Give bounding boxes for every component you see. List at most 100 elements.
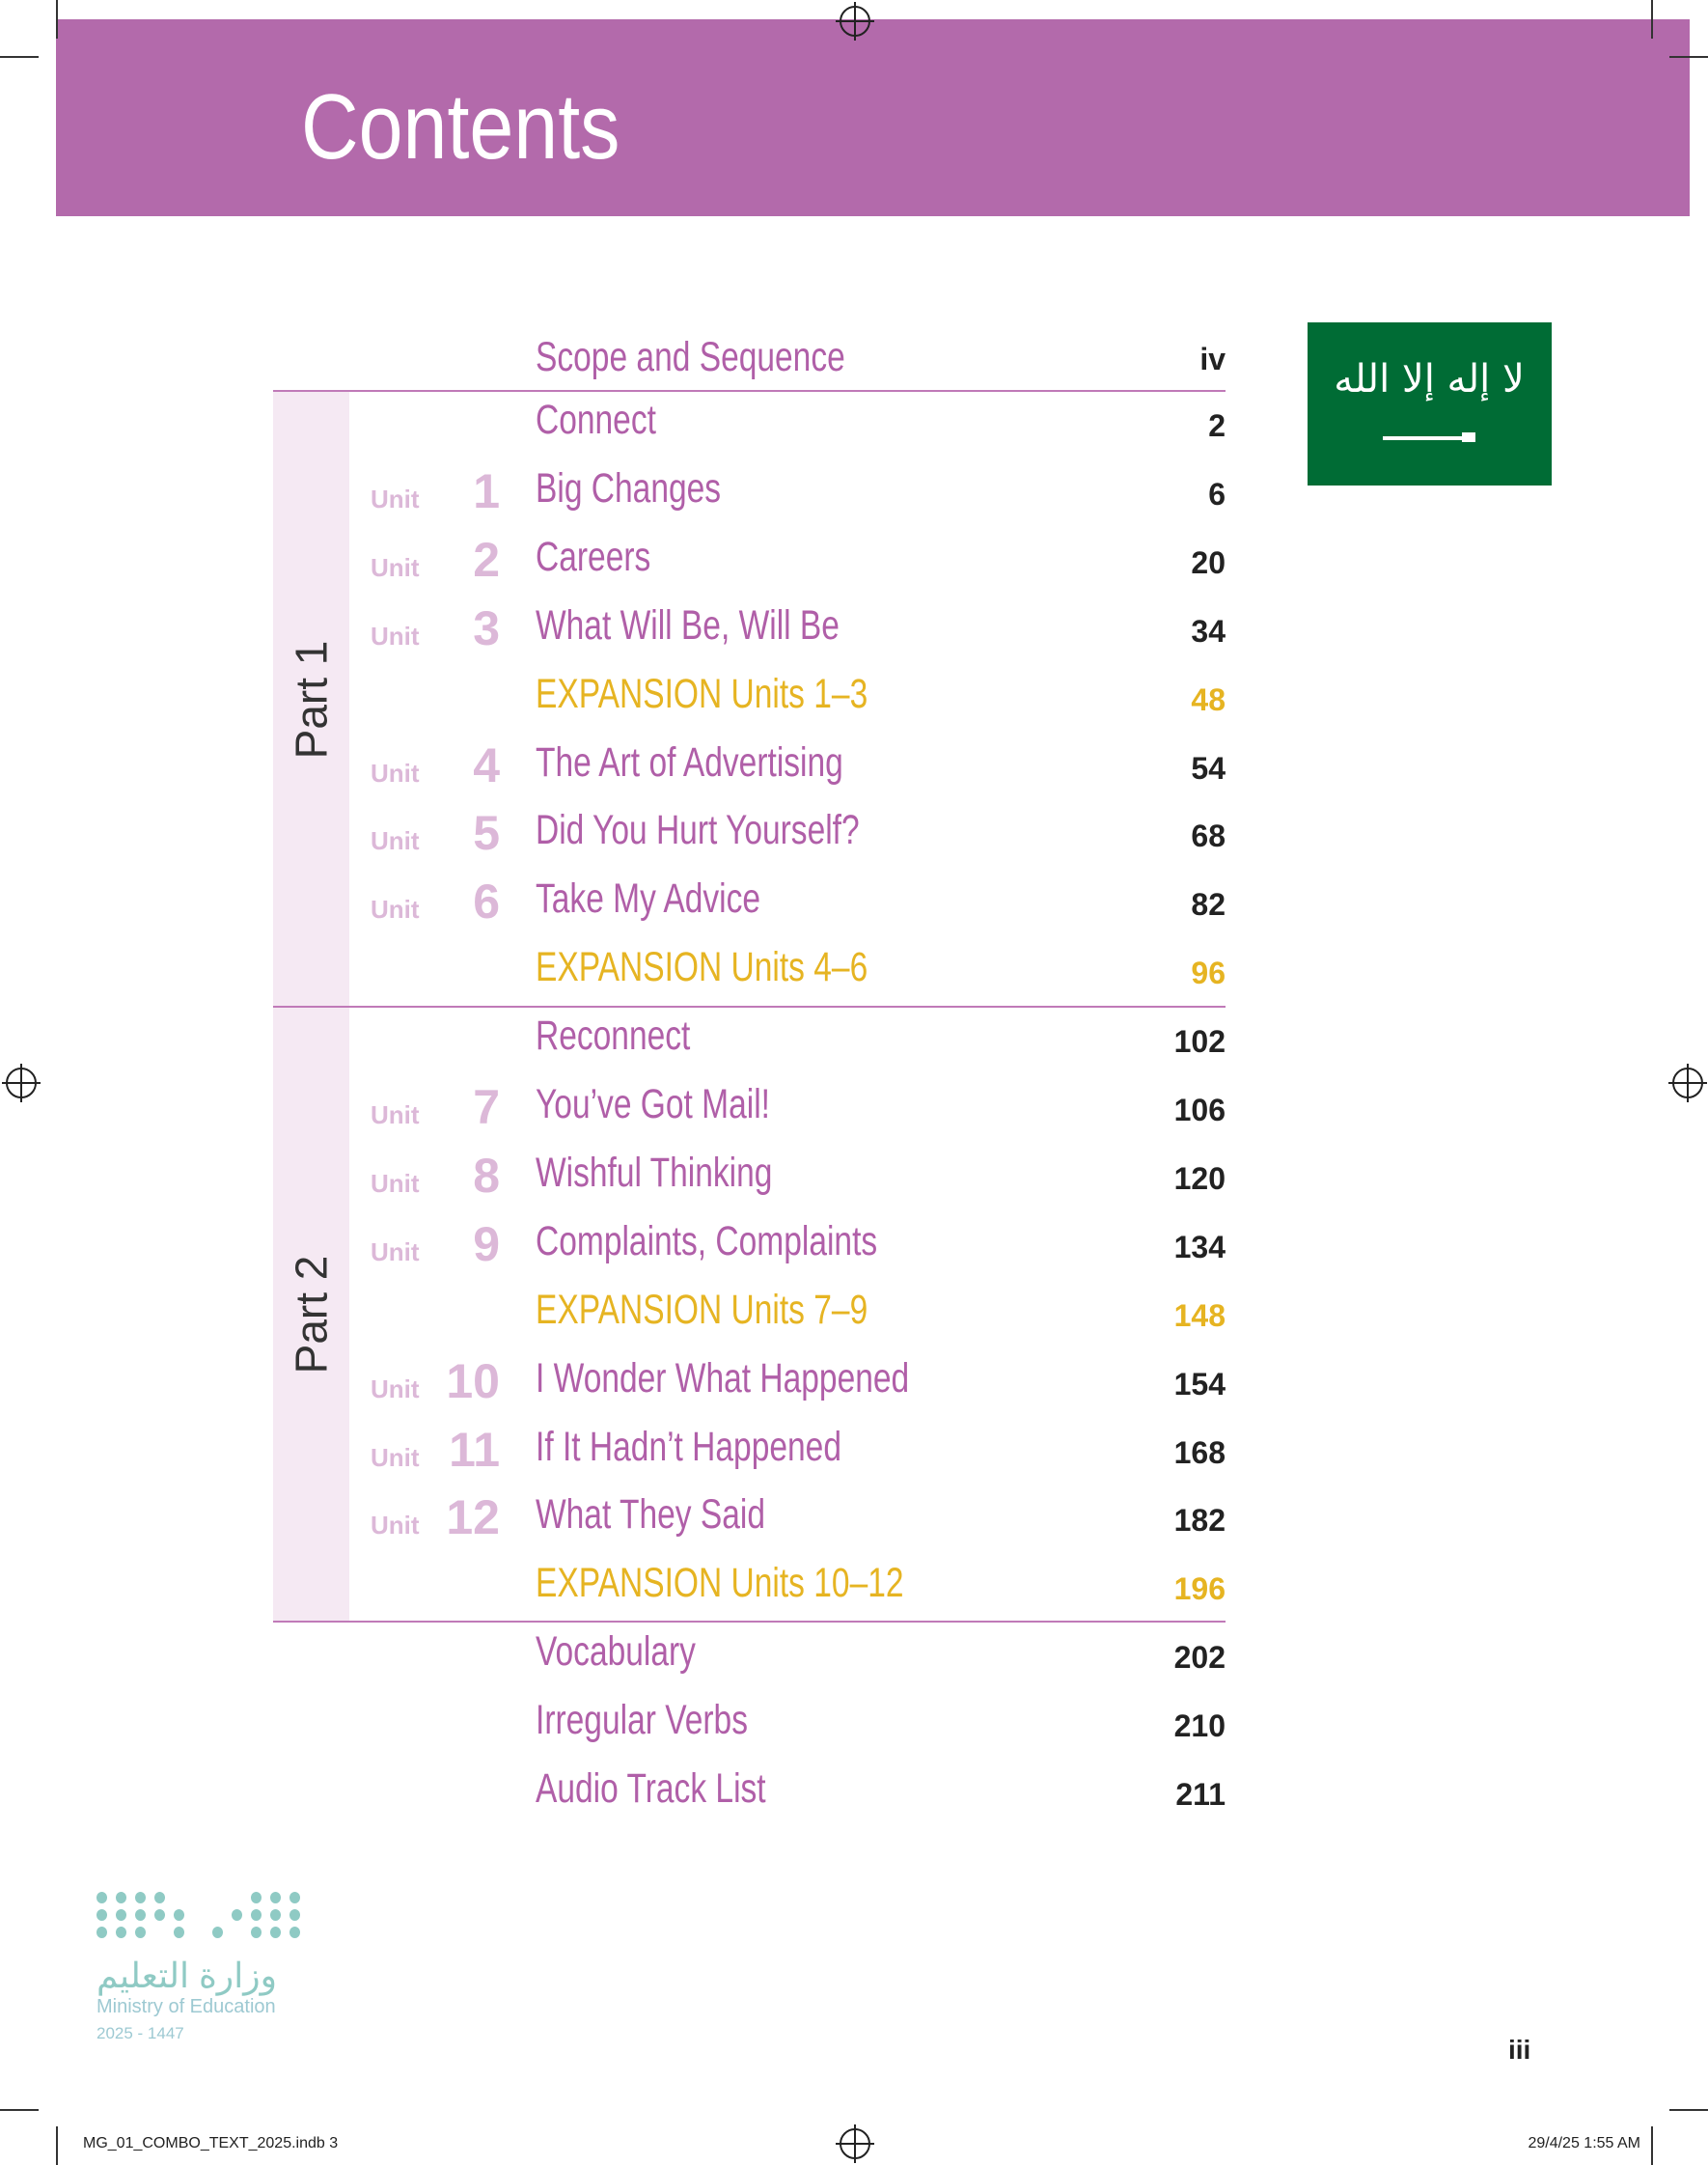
part-1-label: Part 1 <box>273 392 349 1007</box>
part-label-text: Part 2 <box>286 1255 337 1374</box>
toc-title[interactable]: Take My Advice <box>536 875 761 923</box>
toc-title[interactable]: Careers <box>536 533 651 580</box>
unit-label: Unit <box>371 1100 420 1129</box>
unit-label: Unit <box>371 1442 420 1472</box>
toc-row[interactable]: Unit 11 If It Hadn’t Happened 168 <box>349 1414 1226 1482</box>
unit-label: Unit <box>371 1374 420 1403</box>
crop-mark <box>1651 2126 1653 2165</box>
crop-mark <box>0 56 39 58</box>
toc-row[interactable]: EXPANSION Units 7–9 148 <box>349 1277 1226 1345</box>
logo-dot <box>135 1927 146 1938</box>
toc-row[interactable]: Scope and Sequence iv <box>349 324 1226 392</box>
toc-title[interactable]: Complaints, Complaints <box>536 1217 878 1264</box>
toc-row[interactable]: Unit 3 What Will Be, Will Be 34 <box>349 593 1226 660</box>
logo-dot <box>212 1927 223 1938</box>
logo-dot <box>270 1927 281 1938</box>
toc-row[interactable]: Unit 8 Wishful Thinking 120 <box>349 1140 1226 1207</box>
divider <box>273 1006 1226 1008</box>
logo-dot <box>251 1927 262 1938</box>
toc-title[interactable]: Audio Track List <box>536 1765 766 1812</box>
logo-dot <box>96 1927 107 1938</box>
toc-row[interactable]: Unit 12 What They Said 182 <box>349 1482 1226 1549</box>
toc-row[interactable]: Connect 2 <box>349 387 1226 455</box>
logo-english: Ministry of Education <box>96 1996 276 2017</box>
toc-page-number: 68 <box>1191 819 1226 854</box>
toc-title[interactable]: Reconnect <box>536 1013 691 1060</box>
toc-title[interactable]: EXPANSION Units 10–12 <box>536 1560 904 1607</box>
toc-title[interactable]: Wishful Thinking <box>536 1149 773 1196</box>
toc-row[interactable]: EXPANSION Units 1–3 48 <box>349 661 1226 729</box>
registration-mark-icon <box>1668 1064 1707 1102</box>
logo-dot <box>232 1909 242 1921</box>
toc-row[interactable]: Unit 6 Take My Advice 82 <box>349 866 1226 933</box>
unit-label: Unit <box>371 1511 420 1540</box>
unit-number: 6 <box>473 874 500 930</box>
logo-dot <box>116 1927 126 1938</box>
unit-number: 8 <box>473 1148 500 1203</box>
toc-page-number: 168 <box>1173 1434 1226 1470</box>
toc-title[interactable]: Scope and Sequence <box>536 334 845 380</box>
divider <box>273 1621 1226 1623</box>
unit-number: 5 <box>473 806 500 861</box>
toc-title[interactable]: Vocabulary <box>536 1628 696 1676</box>
toc-row[interactable]: Unit 2 Careers 20 <box>349 524 1226 592</box>
logo-dot <box>96 1892 107 1903</box>
logo-dot <box>289 1909 300 1921</box>
toc-title[interactable]: What Will Be, Will Be <box>536 601 840 649</box>
toc-row[interactable]: Reconnect 102 <box>349 1003 1226 1070</box>
toc-row[interactable]: Vocabulary 202 <box>349 1619 1226 1686</box>
toc-row[interactable]: Audio Track List 211 <box>349 1756 1226 1823</box>
crop-mark <box>1651 0 1653 39</box>
toc-title[interactable]: EXPANSION Units 1–3 <box>536 670 868 717</box>
toc-row[interactable]: Irregular Verbs 210 <box>349 1687 1226 1755</box>
toc-row[interactable]: EXPANSION Units 4–6 96 <box>349 934 1226 1002</box>
logo-dot <box>96 1909 107 1921</box>
toc-title[interactable]: Irregular Verbs <box>536 1697 748 1744</box>
toc-title[interactable]: What They Said <box>536 1491 766 1539</box>
toc-page-number: 210 <box>1173 1708 1226 1744</box>
logo-dot <box>251 1892 262 1903</box>
toc-page-number: 120 <box>1173 1160 1226 1196</box>
toc-row[interactable]: Unit 7 You’ve Got Mail! 106 <box>349 1071 1226 1139</box>
toc-row[interactable]: Unit 4 The Art of Advertising 54 <box>349 730 1226 797</box>
logo-dot <box>174 1927 184 1938</box>
unit-number: 3 <box>473 600 500 655</box>
toc-row[interactable]: Unit 9 Complaints, Complaints 134 <box>349 1208 1226 1276</box>
svg-text:لا إله إلا الله: لا إله إلا الله <box>1334 357 1525 402</box>
registration-mark-icon <box>2 1064 41 1102</box>
unit-label: Unit <box>371 1168 420 1198</box>
toc-title[interactable]: Connect <box>536 397 656 443</box>
toc-page-number: 54 <box>1191 750 1226 786</box>
toc-title[interactable]: EXPANSION Units 4–6 <box>536 944 868 991</box>
toc-title[interactable]: Big Changes <box>536 464 722 512</box>
toc-page-number: 34 <box>1191 613 1226 649</box>
toc-row[interactable]: Unit 1 Big Changes 6 <box>349 456 1226 523</box>
part-2-label: Part 2 <box>273 1008 349 1622</box>
logo-dot <box>116 1892 126 1903</box>
logo-dot <box>174 1909 184 1921</box>
logo-dot <box>270 1909 281 1921</box>
toc-title[interactable]: If It Hadn’t Happened <box>536 1423 841 1470</box>
unit-number: 11 <box>449 1422 500 1477</box>
toc-page-number: iv <box>1199 342 1226 376</box>
toc-title[interactable]: The Art of Advertising <box>536 738 843 786</box>
part-1-band <box>273 392 349 1007</box>
divider <box>273 390 1226 392</box>
toc-title[interactable]: I Wonder What Happened <box>536 1354 910 1402</box>
slug-date: 29/4/25 1:55 AM <box>1528 2135 1640 2151</box>
toc-row[interactable]: EXPANSION Units 10–12 196 <box>349 1550 1226 1618</box>
toc-row[interactable]: Unit 10 I Wonder What Happened 154 <box>349 1346 1226 1413</box>
logo-dot <box>135 1892 146 1903</box>
toc-page-number: 20 <box>1191 544 1226 580</box>
toc-title[interactable]: EXPANSION Units 7–9 <box>536 1286 868 1333</box>
toc-row[interactable]: Unit 5 Did You Hurt Yourself? 68 <box>349 797 1226 865</box>
saudi-flag-icon: لا إله إلا الله <box>1308 322 1552 486</box>
toc-title[interactable]: Did You Hurt Yourself? <box>536 807 860 854</box>
unit-number: 12 <box>446 1490 500 1545</box>
registration-mark-icon <box>836 2 874 41</box>
toc-page-number: 182 <box>1173 1503 1226 1539</box>
toc-page-number: 2 <box>1208 408 1226 443</box>
logo-dot <box>289 1892 300 1903</box>
toc-title[interactable]: You’ve Got Mail! <box>536 1081 770 1127</box>
